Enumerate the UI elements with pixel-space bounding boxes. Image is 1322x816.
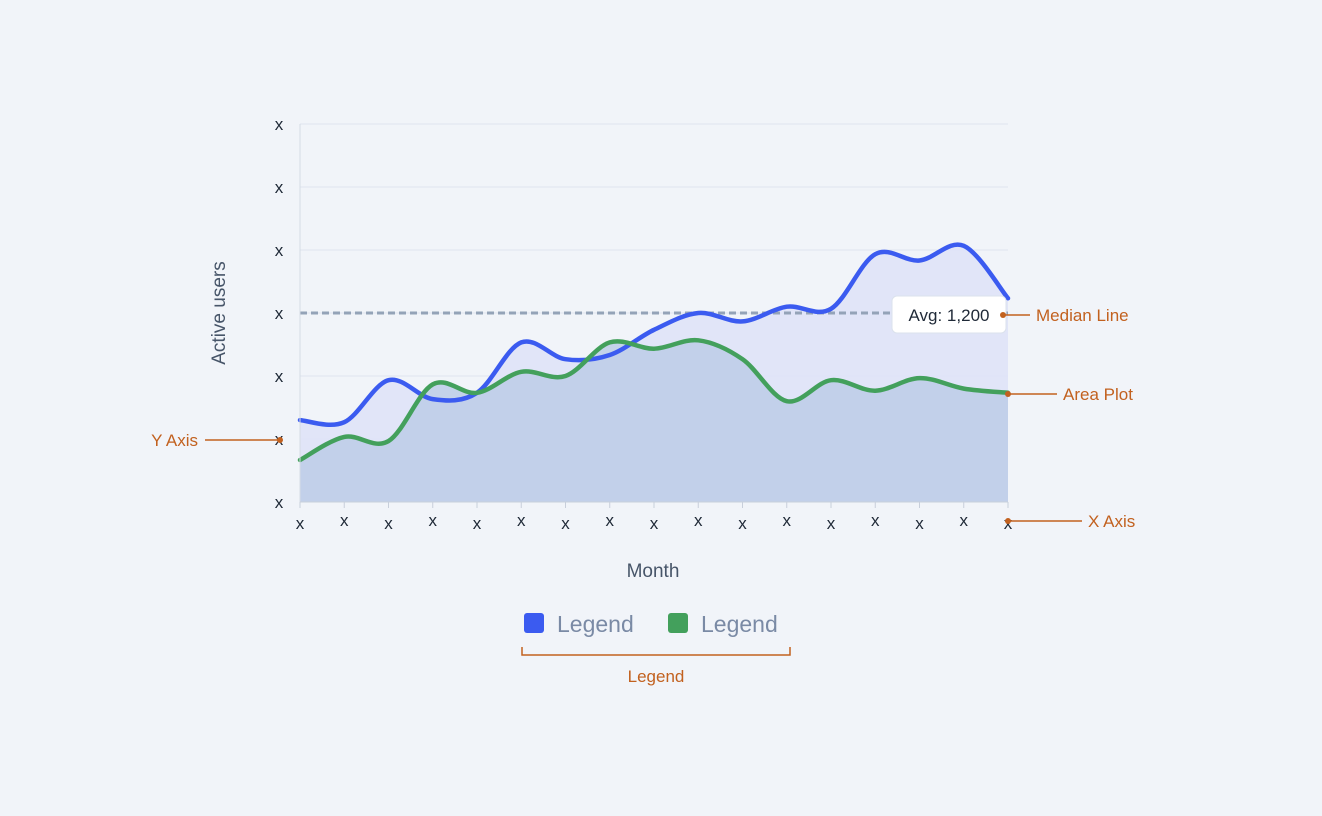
x-tick-label: x	[915, 514, 924, 533]
series-lines	[297, 242, 1011, 463]
x-tick-label: x	[738, 514, 747, 533]
legend-callout: Legend	[521, 647, 791, 686]
x-tick-label: x	[871, 511, 880, 530]
median-line-callout-label: Median Line	[1036, 306, 1129, 325]
x-axis-callout: X Axis	[1005, 512, 1135, 531]
legend-item-2[interactable]: Legend	[668, 611, 778, 637]
x-tick-label: x	[960, 511, 969, 530]
y-axis-title: Active users	[209, 261, 230, 364]
x-tick-label: x	[783, 511, 792, 530]
legend-callout-bracket	[521, 647, 791, 656]
x-tick-label: x	[650, 514, 659, 533]
x-tick-label: x	[694, 511, 703, 530]
y-tick-label: x	[275, 304, 284, 323]
legend-swatch-1	[524, 613, 544, 633]
x-tick-label: x	[473, 514, 482, 533]
median-line-callout: Median Line	[1000, 306, 1129, 325]
legend: Legend Legend	[524, 611, 778, 637]
y-tick-label: x	[275, 115, 284, 134]
legend-callout-label: Legend	[628, 667, 685, 686]
y-axis-callout: Y Axis	[151, 431, 283, 450]
x-tick-label: x	[827, 514, 836, 533]
x-axis-title: Month	[627, 561, 680, 582]
area-plot-callout: Area Plot	[1005, 385, 1133, 404]
y-tick-label: x	[275, 367, 284, 386]
area-plot-callout-dot	[1005, 391, 1011, 397]
avg-tooltip-label: Avg: 1,200	[909, 306, 990, 325]
legend-label-2: Legend	[701, 611, 778, 637]
area-plot-callout-label: Area Plot	[1063, 385, 1133, 404]
avg-tooltip: Avg: 1,200	[891, 295, 1007, 334]
y-axis-callout-label: Y Axis	[151, 431, 198, 450]
x-tick-label: x	[429, 511, 438, 530]
median-line-callout-dot	[1000, 312, 1006, 318]
y-axis-callout-dot	[277, 437, 283, 443]
x-tick-label: x	[517, 511, 526, 530]
legend-swatch-2	[668, 613, 688, 633]
y-tick-label: x	[275, 493, 284, 512]
x-tick-label: x	[561, 514, 570, 533]
x-tick-label: x	[296, 514, 305, 533]
x-axis-callout-label: X Axis	[1088, 512, 1135, 531]
x-axis-callout-dot	[1005, 518, 1011, 524]
legend-item-1[interactable]: Legend	[524, 611, 634, 637]
x-tick-label: x	[606, 511, 615, 530]
annotations: Y Axis X Axis Median Line Area Plot Lege…	[151, 306, 1135, 686]
area-plot	[300, 244, 1008, 502]
y-tick-label: x	[275, 241, 284, 260]
x-tick-label: x	[384, 514, 393, 533]
x-tick-label: x	[340, 511, 349, 530]
y-tick-label: x	[275, 178, 284, 197]
legend-label-1: Legend	[557, 611, 634, 637]
